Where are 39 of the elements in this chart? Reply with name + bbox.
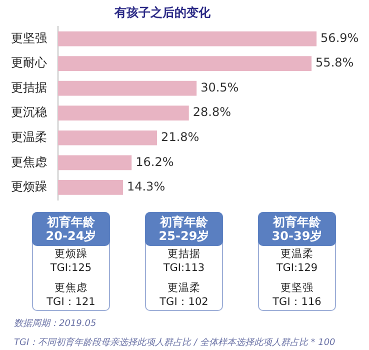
text: 更烦躁 bbox=[54, 248, 88, 260]
text: 更温柔 bbox=[166, 282, 202, 294]
text: 更坚强 bbox=[280, 282, 314, 294]
text: TGI：不同初育年龄段母亲选择此项人群占比 / 全体样本选择此项人群占比 * 100 bbox=[14, 336, 336, 349]
text: TGI：116 bbox=[272, 296, 322, 308]
data-label: 56.9% bbox=[320, 30, 359, 45]
y-tick-label: 更拮据 bbox=[11, 80, 47, 94]
data-label: 16.2% bbox=[136, 154, 174, 169]
y-tick-label: 更坚强 bbox=[11, 30, 47, 45]
bar bbox=[58, 106, 189, 121]
text: 更焦虑 bbox=[54, 282, 88, 294]
text: TGI：102 bbox=[158, 296, 210, 308]
text: 更拮据 bbox=[166, 248, 202, 260]
bar bbox=[58, 130, 158, 146]
data-label: 28.8% bbox=[192, 105, 231, 120]
text: TGI:129 bbox=[275, 262, 319, 274]
y-tick-label: 更耐心 bbox=[11, 56, 47, 70]
bar bbox=[58, 80, 197, 96]
category-label: 初育年龄 30-39岁 bbox=[258, 212, 336, 246]
bar bbox=[58, 155, 132, 170]
bar bbox=[58, 31, 317, 46]
text: 数据周期：2019.05 bbox=[14, 318, 98, 330]
category-label: 初育年龄 25-29岁 bbox=[145, 212, 223, 246]
data-label: 55.8% bbox=[316, 56, 354, 70]
text: TGI:125 bbox=[49, 262, 93, 274]
bar bbox=[58, 180, 123, 195]
text: TGI:113 bbox=[162, 262, 206, 274]
text: 更温柔 bbox=[280, 248, 314, 260]
y-tick-label: 更烦躁 bbox=[11, 180, 47, 194]
chart-title: 有孩子之后的变化 bbox=[114, 5, 212, 20]
data-label: 21.8% bbox=[161, 130, 200, 144]
data-label: 30.5% bbox=[200, 80, 239, 94]
bar bbox=[58, 56, 312, 71]
category-label: 初育年龄 20-24岁 bbox=[32, 212, 110, 246]
text: TGI：121 bbox=[46, 296, 96, 308]
y-tick-label: 更焦虑 bbox=[11, 154, 47, 169]
y-tick-label: 更沉稳 bbox=[11, 105, 47, 120]
data-label: 14.3% bbox=[126, 180, 166, 194]
y-tick-label: 更温柔 bbox=[11, 130, 47, 144]
